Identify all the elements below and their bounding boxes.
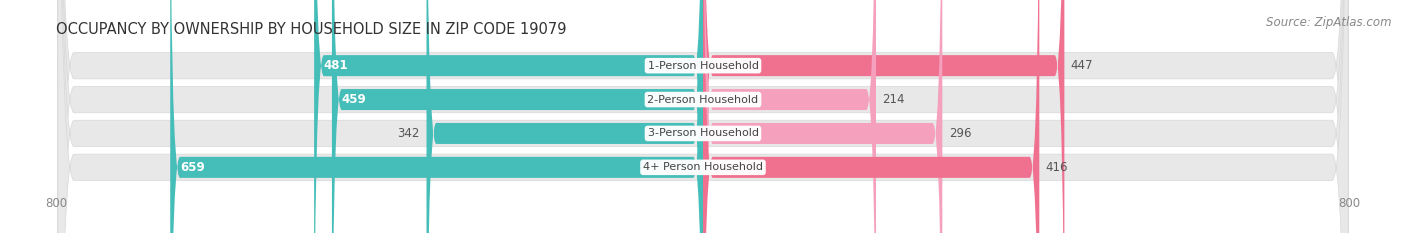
FancyBboxPatch shape <box>58 0 1348 233</box>
Text: 2-Person Household: 2-Person Household <box>647 95 759 105</box>
FancyBboxPatch shape <box>170 0 703 233</box>
FancyBboxPatch shape <box>426 0 703 233</box>
FancyBboxPatch shape <box>58 0 1348 233</box>
FancyBboxPatch shape <box>703 0 1039 233</box>
FancyBboxPatch shape <box>703 0 1064 233</box>
FancyBboxPatch shape <box>58 0 1348 233</box>
Text: 416: 416 <box>1046 161 1069 174</box>
Text: Source: ZipAtlas.com: Source: ZipAtlas.com <box>1267 16 1392 29</box>
FancyBboxPatch shape <box>58 0 1348 233</box>
Text: 3-Person Household: 3-Person Household <box>648 128 758 138</box>
FancyBboxPatch shape <box>332 0 703 233</box>
Text: 659: 659 <box>180 161 205 174</box>
Text: 459: 459 <box>342 93 367 106</box>
Text: OCCUPANCY BY OWNERSHIP BY HOUSEHOLD SIZE IN ZIP CODE 19079: OCCUPANCY BY OWNERSHIP BY HOUSEHOLD SIZE… <box>56 22 567 37</box>
FancyBboxPatch shape <box>703 0 942 233</box>
Text: 296: 296 <box>949 127 972 140</box>
Text: 481: 481 <box>323 59 349 72</box>
FancyBboxPatch shape <box>703 0 876 233</box>
Text: 447: 447 <box>1071 59 1094 72</box>
Text: 1-Person Household: 1-Person Household <box>648 61 758 71</box>
FancyBboxPatch shape <box>314 0 703 233</box>
Text: 342: 342 <box>398 127 420 140</box>
Text: 4+ Person Household: 4+ Person Household <box>643 162 763 172</box>
Text: 214: 214 <box>883 93 905 106</box>
